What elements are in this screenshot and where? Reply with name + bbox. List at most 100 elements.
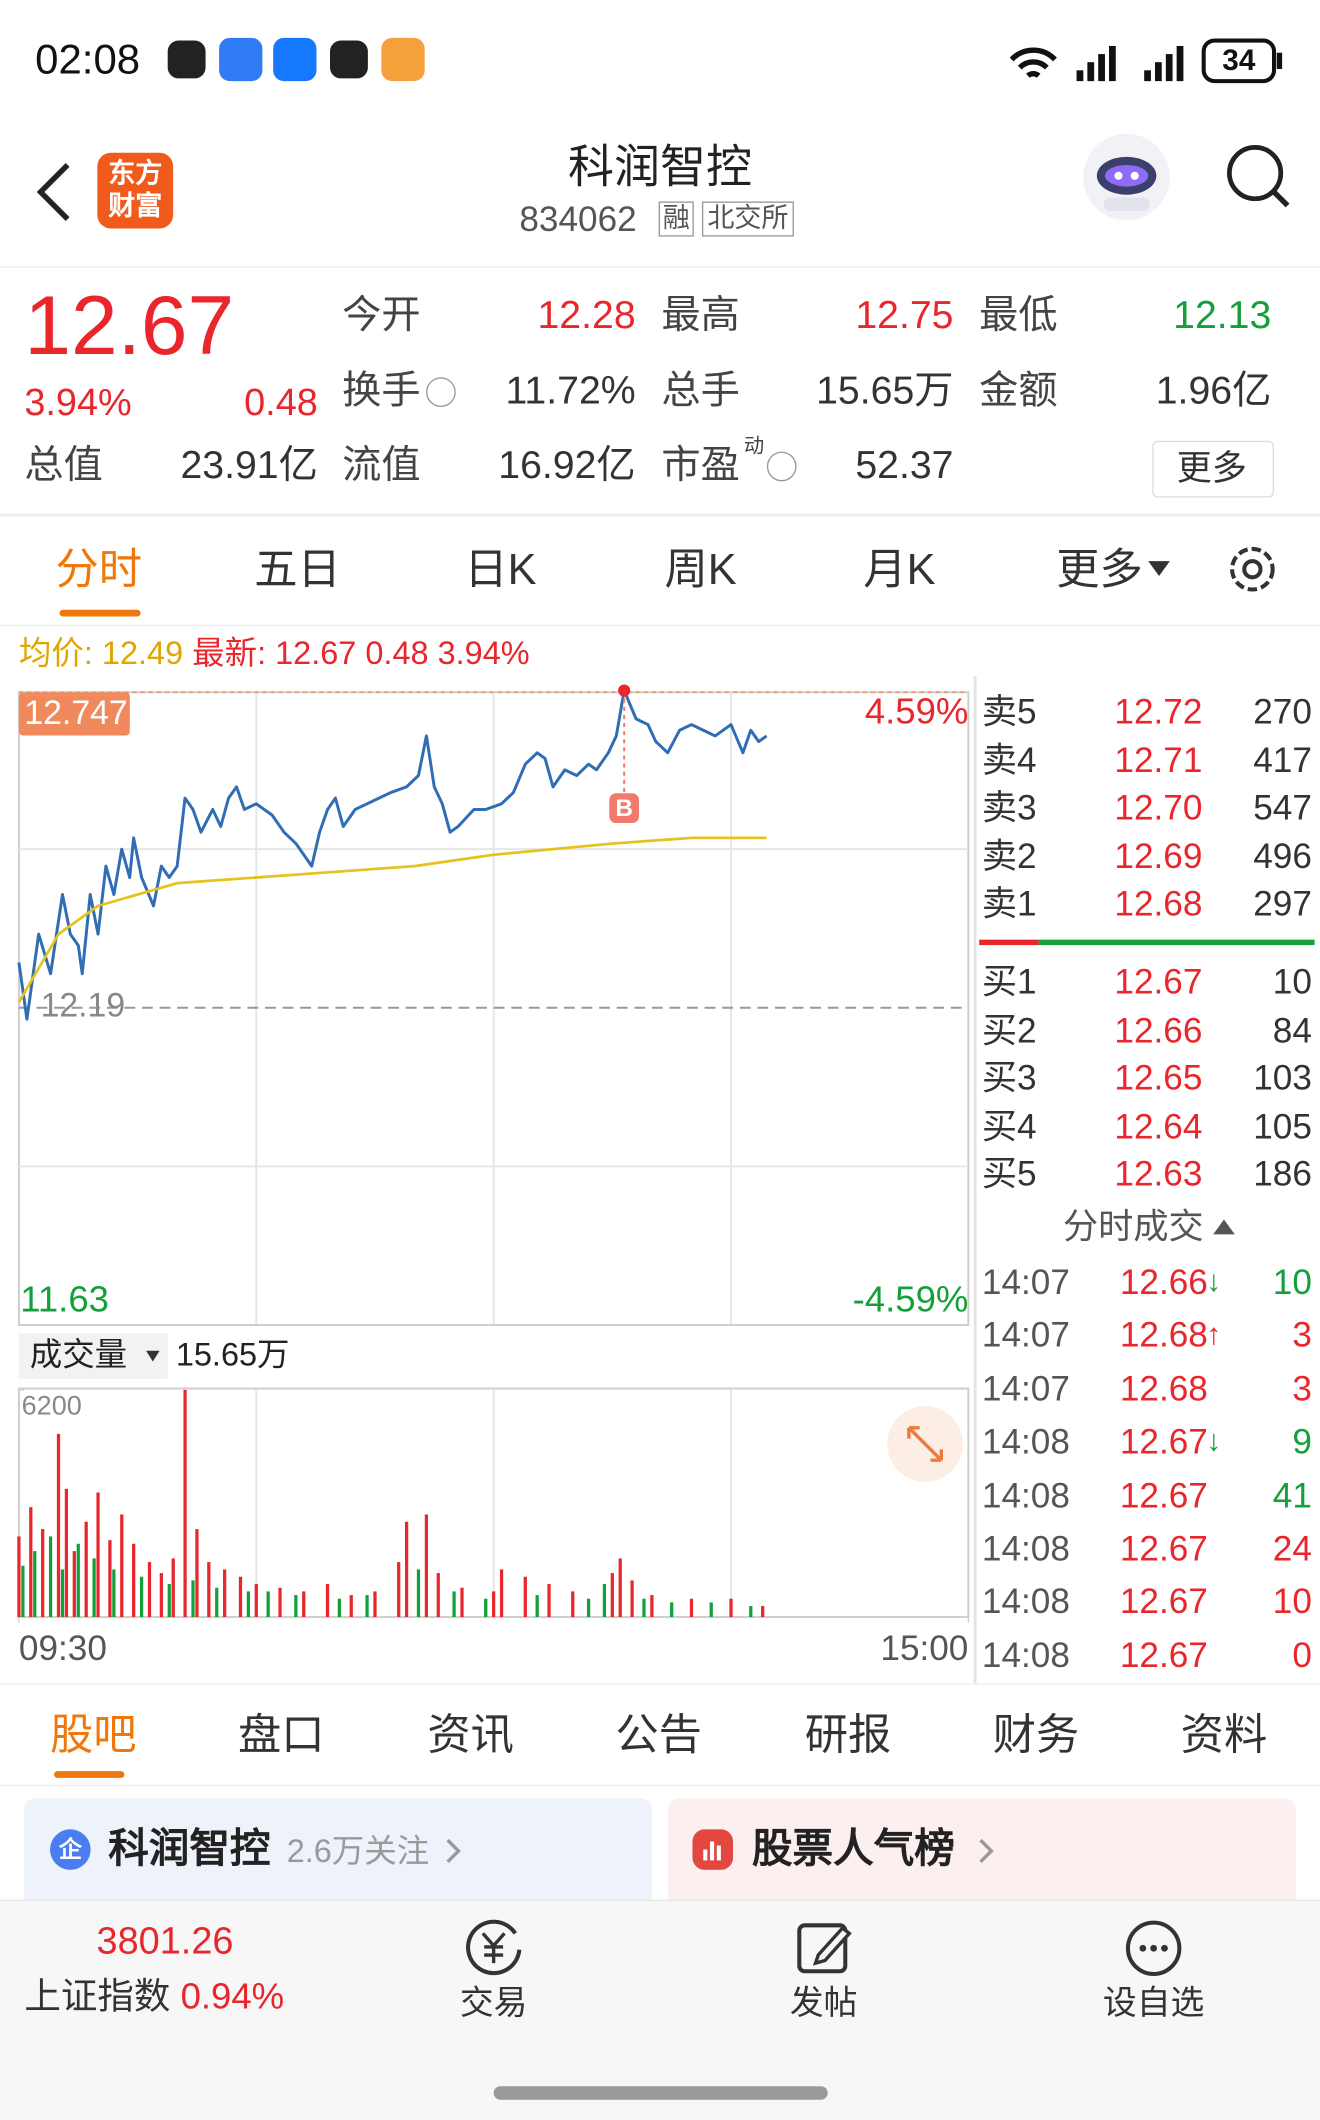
- tab[interactable]: 日K: [464, 544, 537, 594]
- volume-bar: [84, 1521, 88, 1618]
- tab[interactable]: 更多: [1056, 544, 1143, 594]
- dropdown-arrow[interactable]: [1147, 560, 1171, 579]
- volume-bar: [397, 1562, 401, 1618]
- battery-level: 34: [1222, 44, 1256, 77]
- info-icon[interactable]: [766, 451, 797, 482]
- field-label: 市盈: [661, 444, 740, 488]
- volume-bar: [215, 1587, 219, 1618]
- annotation-label: B: [615, 795, 633, 822]
- collapse-arrow[interactable]: [1212, 1217, 1236, 1236]
- volume-bar: [223, 1569, 227, 1618]
- latest-change: 0.48: [365, 635, 429, 672]
- trade-volume: 10: [1272, 1261, 1312, 1303]
- info-icon[interactable]: [426, 377, 456, 407]
- back-button[interactable]: [27, 151, 81, 232]
- trade-price: 12.67: [1119, 1421, 1208, 1462]
- field-value: 1.96亿: [1155, 369, 1272, 414]
- section-tab[interactable]: 资料: [1180, 1710, 1268, 1760]
- volume-bar: [139, 1576, 144, 1618]
- trade-time: 14:07: [981, 1261, 1070, 1303]
- action-label[interactable]: 设自选: [1102, 1984, 1205, 2022]
- volume-bar: [424, 1514, 429, 1618]
- more-button[interactable]: [1152, 440, 1275, 498]
- volume-selector[interactable]: [18, 1333, 168, 1380]
- watchlist-icon[interactable]: [1123, 1917, 1185, 1979]
- trade-volume: 10: [1272, 1581, 1312, 1622]
- divider: [0, 266, 1320, 268]
- card-title[interactable]: 科润智控: [108, 1826, 271, 1872]
- order-price: 12.64: [1114, 1105, 1203, 1146]
- section-tab[interactable]: 资讯: [427, 1710, 514, 1760]
- volume-bar: [132, 1543, 136, 1618]
- settings-button[interactable]: [1223, 539, 1283, 598]
- volume-bar: [302, 1591, 306, 1618]
- order-price: 12.67: [1114, 961, 1203, 1002]
- field-value: 12.28: [537, 294, 636, 338]
- volume-bar: [112, 1569, 116, 1618]
- trade-volume: 9: [1292, 1421, 1312, 1462]
- trade-price: 12.67: [1119, 1581, 1208, 1622]
- index-name[interactable]: 上证指数 0.94%: [24, 1978, 284, 2016]
- section-tab-active[interactable]: 股吧: [50, 1710, 137, 1760]
- volume-bar: [147, 1562, 152, 1618]
- dropdown-arrow[interactable]: [145, 1349, 161, 1363]
- volume-bar: [167, 1584, 171, 1618]
- section-tab[interactable]: 研报: [804, 1710, 892, 1760]
- volume-bar: [207, 1562, 211, 1618]
- order-label: 买1: [981, 961, 1037, 1002]
- order-label: 买2: [981, 1009, 1037, 1050]
- index-value[interactable]: 3801.26: [96, 1919, 234, 1962]
- trade-time: 14:08: [981, 1474, 1070, 1516]
- section-tab[interactable]: 财务: [992, 1710, 1080, 1760]
- order-volume: 186: [1253, 1153, 1312, 1194]
- field-value: 16.92亿: [498, 444, 636, 488]
- assistant-avatar[interactable]: [1079, 130, 1174, 225]
- volume-title[interactable]: 成交量: [29, 1337, 128, 1374]
- order-price: 12.69: [1114, 834, 1203, 876]
- order-label: 卖2: [981, 834, 1037, 876]
- last-price: 12.67: [24, 279, 235, 374]
- order-label: 卖1: [981, 882, 1037, 924]
- card-icon-text: 企: [58, 1836, 82, 1863]
- tab-active[interactable]: 分时: [55, 544, 143, 594]
- avg-value: 12.49: [101, 635, 184, 672]
- volume-bar: [452, 1591, 456, 1618]
- tab[interactable]: 周K: [664, 544, 737, 594]
- battery-tip: [1276, 52, 1283, 69]
- card-title[interactable]: 股票人气榜: [751, 1826, 955, 1872]
- section-tab[interactable]: 盘口: [238, 1710, 325, 1760]
- x-tick-label: 09:30: [19, 1629, 107, 1668]
- volume-bar: [689, 1598, 694, 1618]
- trade-icon[interactable]: [461, 1914, 526, 1979]
- volume-bar: [460, 1587, 464, 1618]
- app-icon: [381, 37, 425, 82]
- order-price: 12.66: [1114, 1009, 1203, 1050]
- more-button-label[interactable]: 更多: [1176, 447, 1247, 489]
- stock-card[interactable]: [24, 1798, 652, 1907]
- order-label: 卖5: [981, 690, 1037, 732]
- volume-bar: [72, 1551, 76, 1618]
- post-icon[interactable]: [794, 1917, 856, 1979]
- tab[interactable]: 五日: [254, 544, 341, 594]
- volume-bar: [749, 1606, 753, 1618]
- ranking-card[interactable]: [668, 1798, 1296, 1907]
- change-pct: 3.94%: [24, 381, 132, 424]
- volume-bar: [547, 1584, 551, 1618]
- trade-time: 14:07: [981, 1314, 1070, 1356]
- trade-volume: 24: [1272, 1527, 1312, 1569]
- section-tab[interactable]: 公告: [615, 1710, 702, 1760]
- section-underline: [54, 1771, 125, 1778]
- volume-bar: [278, 1587, 282, 1618]
- latest-change-pct: 3.94%: [437, 635, 530, 672]
- volume-bar: [650, 1595, 654, 1618]
- volume-bar: [238, 1576, 243, 1618]
- volume-bar: [499, 1569, 504, 1618]
- action-label[interactable]: 发帖: [789, 1984, 858, 2022]
- trades-title[interactable]: 分时成交: [1063, 1206, 1204, 1247]
- action-label[interactable]: 交易: [459, 1984, 528, 2022]
- trade-arrow: ↓: [1206, 1423, 1222, 1458]
- tab[interactable]: 月K: [863, 544, 936, 594]
- stock-name: 科润智控: [568, 141, 752, 194]
- order-volume: 547: [1253, 786, 1312, 828]
- search-button[interactable]: [1217, 135, 1298, 216]
